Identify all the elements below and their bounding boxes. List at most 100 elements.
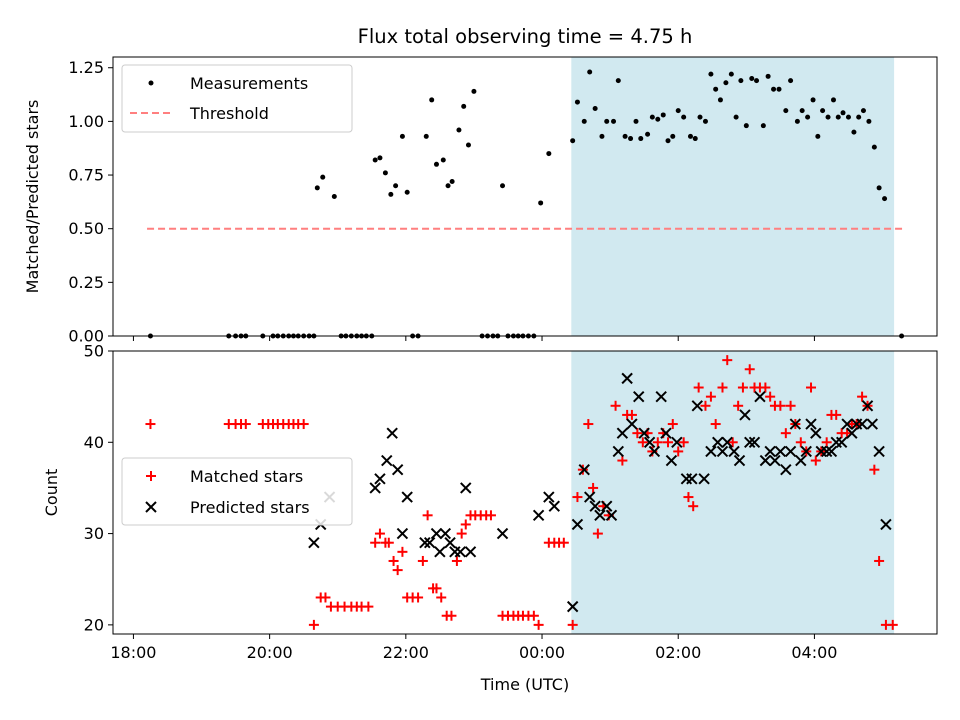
data-point <box>856 114 862 120</box>
data-point <box>743 123 749 129</box>
predicted-star-point <box>496 527 509 540</box>
legend-predicted-label: Predicted stars <box>190 498 310 517</box>
predicted-star-point <box>430 527 443 540</box>
matched-star-point <box>397 546 408 557</box>
data-point <box>429 97 435 103</box>
predicted-star-point <box>841 418 853 430</box>
data-point <box>665 138 671 144</box>
x-tick-label: 04:00 <box>791 643 837 662</box>
predicted-star-point <box>386 427 398 439</box>
count-panel-frame <box>112 350 938 635</box>
predicted-star-point <box>861 400 874 412</box>
predicted-star-point <box>381 454 393 467</box>
predicted-star-point <box>532 509 545 522</box>
matched-star-point <box>760 382 771 393</box>
series-predicted-stars <box>308 372 892 613</box>
matched-star-point <box>388 555 399 566</box>
predicted-star-point <box>795 454 807 467</box>
ratio-panel: 0.00 0.25 0.50 0.75 1.00 1.25 Matched/Predict… <box>23 56 938 346</box>
data-point <box>570 138 576 144</box>
data-point <box>760 123 766 129</box>
data-point <box>500 183 506 189</box>
matched-star-point <box>887 619 898 630</box>
data-point <box>845 114 851 120</box>
matched-star-point <box>460 519 471 530</box>
predicted-star-point <box>660 427 672 439</box>
data-point <box>840 110 846 116</box>
data-point <box>449 178 455 184</box>
matched-star-point <box>320 592 331 603</box>
predicted-star-point <box>880 518 892 531</box>
data-point <box>388 191 394 197</box>
matched-star-point <box>693 382 704 393</box>
legend-measurements-label: Measurements <box>190 74 308 93</box>
data-point <box>581 118 587 124</box>
data-point <box>456 127 462 133</box>
predicted-star-point <box>391 463 404 476</box>
data-point <box>604 118 610 124</box>
data-point <box>372 157 378 163</box>
predicted-star-point <box>464 546 477 558</box>
count-legend-box <box>121 457 353 526</box>
matched-star-point <box>652 437 663 448</box>
matched-star-point <box>533 619 544 630</box>
data-point <box>670 133 676 139</box>
data-point <box>660 112 666 118</box>
data-point <box>649 114 655 120</box>
matched-star-point <box>558 537 569 548</box>
matched-star-point <box>145 419 156 430</box>
predicted-star-point <box>754 390 766 403</box>
data-point <box>440 157 446 163</box>
predicted-star-point <box>594 509 606 522</box>
matched-star-point <box>700 400 711 411</box>
predicted-star-point <box>846 427 858 439</box>
predicted-star-point <box>739 409 751 421</box>
y-tick-label: 1.25 <box>68 58 104 77</box>
matched-star-point <box>733 400 744 411</box>
data-point <box>675 108 681 114</box>
matched-star-point <box>456 528 467 539</box>
data-point <box>681 114 687 120</box>
data-point <box>331 194 337 199</box>
predicted-star-point <box>601 500 613 512</box>
data-point <box>882 196 888 202</box>
predicted-star-point <box>721 436 733 448</box>
matched-star-point <box>308 619 319 630</box>
y-tick-label: 0.75 <box>68 166 104 185</box>
data-point <box>733 114 739 120</box>
data-point <box>754 78 760 84</box>
matched-star-point <box>413 592 424 603</box>
data-point <box>574 99 580 105</box>
data-point <box>377 155 383 161</box>
matched-star-point <box>422 510 433 521</box>
data-point <box>776 86 782 92</box>
y-tick-label: 40 <box>84 433 104 452</box>
predicted-star-point <box>454 546 467 558</box>
data-point <box>404 189 410 195</box>
matched-star-point <box>775 400 786 411</box>
data-point <box>628 136 634 142</box>
series-matched-stars <box>145 355 898 630</box>
data-point <box>728 71 734 77</box>
data-point <box>638 136 644 142</box>
predicted-star-point <box>626 418 638 430</box>
matched-star-point <box>632 428 643 439</box>
predicted-star-point <box>733 454 746 467</box>
ratio-legend-box <box>121 64 353 133</box>
data-point <box>423 133 429 139</box>
predicted-star-point <box>444 537 456 549</box>
matched-star-point <box>874 555 885 566</box>
matched-star-point <box>588 482 599 493</box>
matched-star-point <box>592 528 603 539</box>
data-point <box>633 118 639 124</box>
y-tick-label: 0.00 <box>68 327 104 346</box>
matched-star-point <box>688 501 699 512</box>
x-tick-label: 02:00 <box>655 643 701 662</box>
matched-star-point <box>667 419 678 430</box>
predicted-star-point <box>866 418 879 430</box>
matched-star-point <box>673 446 684 457</box>
data-point <box>794 118 800 124</box>
data-point <box>783 108 789 114</box>
